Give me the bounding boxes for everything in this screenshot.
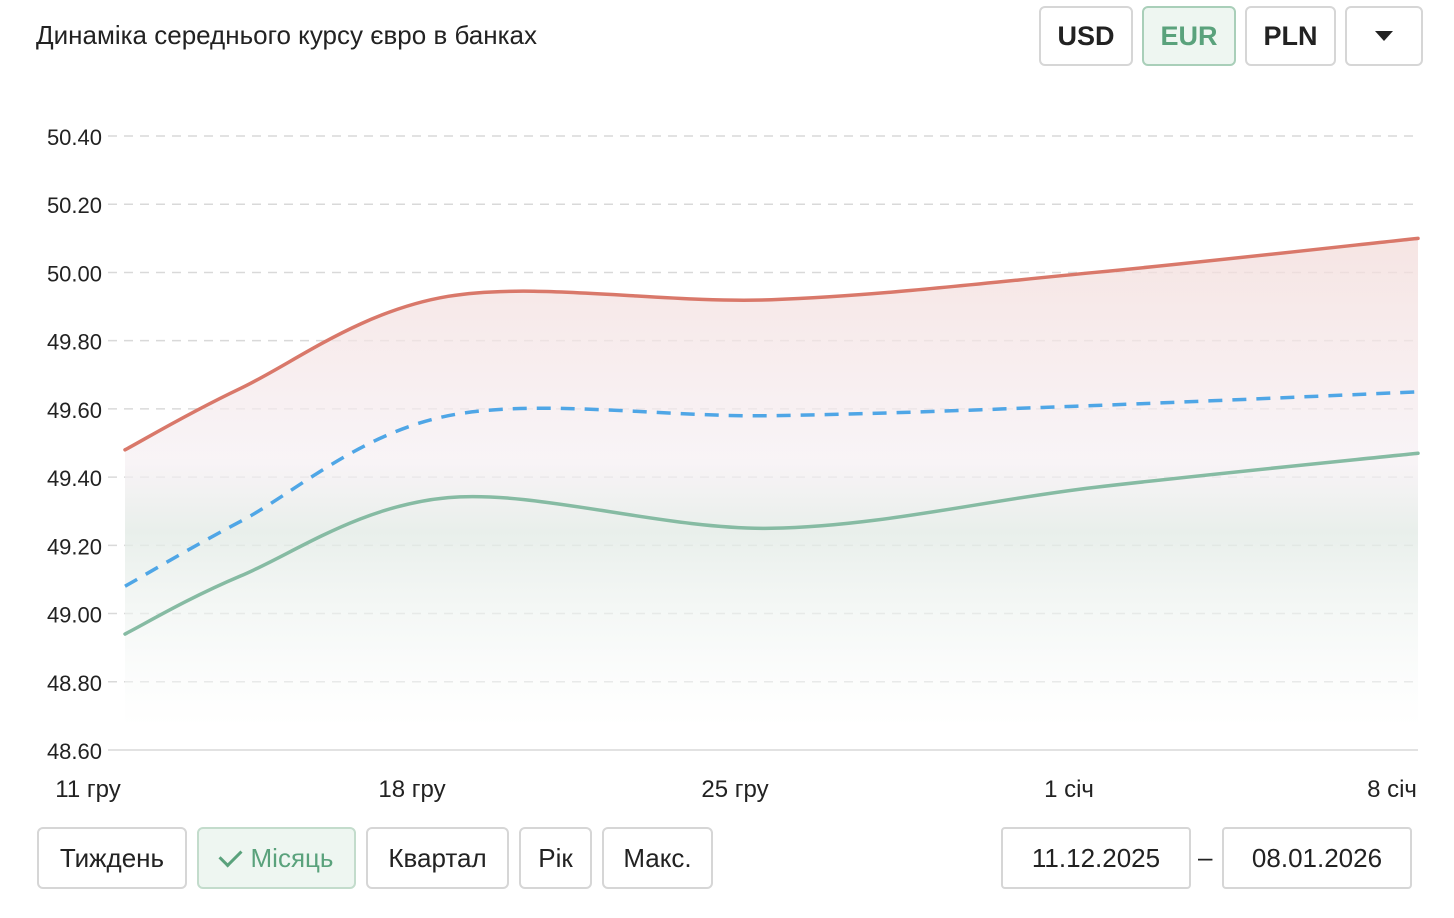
currency-usd-button[interactable]: USD bbox=[1039, 6, 1133, 66]
y-tick-label: 49.80 bbox=[47, 330, 102, 355]
series-line-sell bbox=[123, 236, 1420, 452]
currency-pln-button[interactable]: PLN bbox=[1245, 6, 1336, 66]
period-month-button[interactable]: Місяць bbox=[197, 827, 356, 889]
area-fill bbox=[125, 238, 1418, 729]
chart-lines bbox=[123, 236, 1420, 636]
chart-area-fill bbox=[125, 238, 1418, 729]
period-max-button[interactable]: Макс. bbox=[602, 827, 713, 889]
period-quarter-button[interactable]: Квартал bbox=[366, 827, 509, 889]
series-line-buy bbox=[123, 451, 1420, 636]
series-line-mid bbox=[124, 390, 1419, 588]
period-year-button[interactable]: Рік bbox=[519, 827, 592, 889]
y-tick-label: 49.40 bbox=[47, 466, 102, 491]
x-tick-label: 25 гру bbox=[701, 776, 768, 803]
date-to-input[interactable] bbox=[1222, 827, 1412, 889]
y-tick-label: 48.80 bbox=[47, 671, 102, 696]
date-range-separator: – bbox=[1198, 842, 1213, 872]
page-title: Динаміка середнього курсу євро в банках bbox=[36, 20, 538, 50]
x-axis-ticks: 11 гру 18 гру 25 гру 1 січ 8 січ bbox=[55, 776, 1417, 803]
x-tick-label: 18 гру bbox=[378, 776, 445, 803]
y-tick-label: 50.40 bbox=[47, 125, 102, 150]
y-tick-label: 49.00 bbox=[47, 603, 102, 628]
date-from-input[interactable] bbox=[1001, 827, 1191, 889]
x-tick-label: 8 січ bbox=[1367, 776, 1417, 803]
x-tick-label: 1 січ bbox=[1044, 776, 1094, 803]
period-month-label: Місяць bbox=[250, 842, 334, 873]
y-tick-label: 48.60 bbox=[47, 739, 102, 764]
y-tick-label: 50.20 bbox=[47, 193, 102, 218]
y-tick-label: 49.20 bbox=[47, 534, 102, 559]
y-tick-label: 50.00 bbox=[47, 261, 102, 286]
y-axis-ticks: 48.60 48.80 49.00 49.20 49.40 49.60 49.80 50.00… bbox=[47, 125, 102, 764]
currency-eur-button[interactable]: EUR bbox=[1142, 6, 1236, 66]
y-tick-label: 49.60 bbox=[47, 398, 102, 423]
period-week-button[interactable]: Тиждень bbox=[37, 827, 187, 889]
x-tick-label: 11 гру bbox=[55, 776, 120, 803]
caret-down-icon bbox=[1375, 31, 1393, 41]
check-icon bbox=[217, 842, 243, 868]
currency-more-dropdown[interactable] bbox=[1345, 6, 1423, 66]
